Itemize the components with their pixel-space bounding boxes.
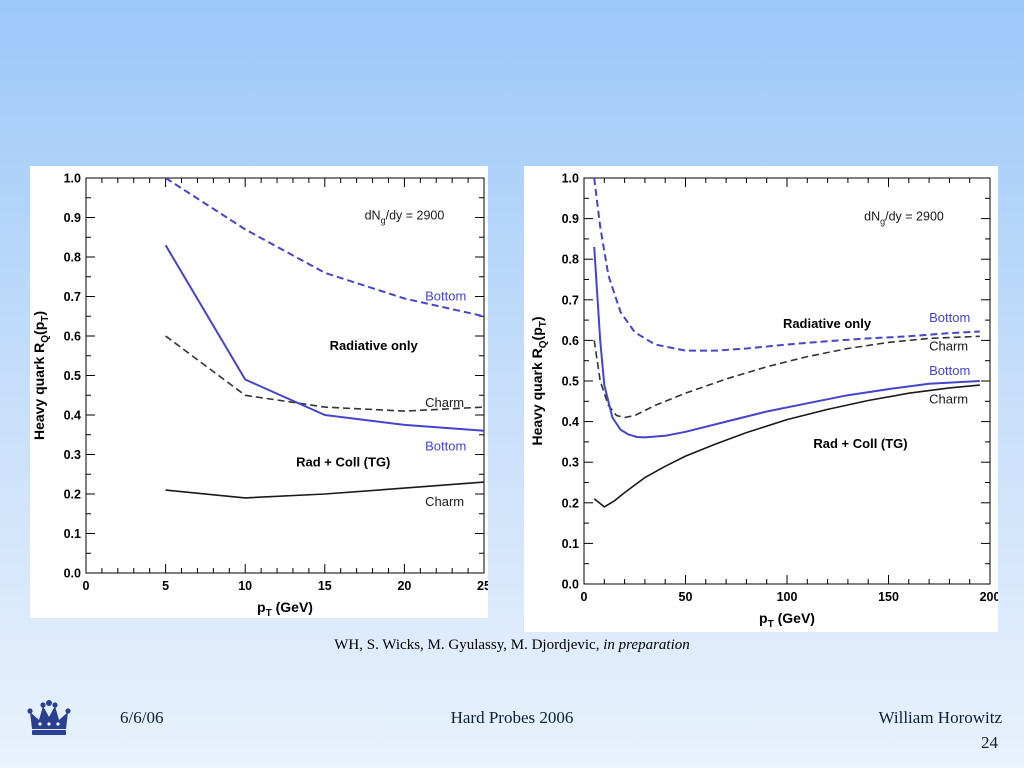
annotation-2: Bottom xyxy=(929,310,970,325)
annotation-6: Rad + Coll (TG) xyxy=(813,436,907,451)
series-charm-radiative-line xyxy=(593,335,980,419)
x-tick-label: 20 xyxy=(397,579,411,593)
annotation-3: Charm xyxy=(929,339,968,354)
x-tick-label: 150 xyxy=(878,590,899,604)
citation: WH, S. Wicks, M. Gyulassy, M. Djordjevic… xyxy=(0,637,1024,654)
y-tick-label: 0.4 xyxy=(562,415,579,429)
x-tick-label: 10 xyxy=(238,579,252,593)
annotation-0: dNg/dy = 2900 xyxy=(365,208,445,225)
x-tick-label: 0 xyxy=(581,590,588,604)
y-tick-label: 0.4 xyxy=(64,409,81,423)
citation-authors: WH, S. Wicks, M. Gyulassy, M. Djordjevic… xyxy=(334,637,604,653)
y-tick-label: 0.6 xyxy=(562,334,579,348)
citation-status: in preparation xyxy=(603,637,690,653)
series-charm-rad-coll-line xyxy=(593,384,980,508)
y-tick-label: 0.1 xyxy=(64,527,81,541)
x-axis-label: pT (GeV) xyxy=(759,610,815,630)
annotation-5: Rad + Coll (TG) xyxy=(296,454,390,469)
chart-left: 0 5 10 15 20 25 0.0 0.1 0.2 0.3 0.4 0.5 0.6 0.7 0.8 0.9… xyxy=(30,166,488,618)
y-tick-label: 0.2 xyxy=(64,488,81,502)
y-tick-label: 0.3 xyxy=(64,448,81,462)
y-tick-label: 0.8 xyxy=(562,253,579,267)
series-bottom-radiative-line xyxy=(593,178,980,352)
y-tick-label: 0.9 xyxy=(562,212,579,226)
footer-conference: Hard Probes 2006 xyxy=(450,708,574,727)
y-tick-label: 0.0 xyxy=(562,578,579,592)
annotation-6: Charm xyxy=(425,494,464,509)
annotation-0: dNg/dy = 2900 xyxy=(864,210,944,227)
annotation-1: Radiative only xyxy=(783,316,872,331)
x-axis-label: pT (GeV) xyxy=(257,599,313,618)
annotation-4: Bottom xyxy=(929,363,970,378)
series-charm-radiative-line xyxy=(165,335,484,412)
y-tick-label: 0.5 xyxy=(562,375,579,389)
y-tick-label: 0.5 xyxy=(64,369,81,383)
footer-author: William Horowitz xyxy=(878,708,1002,727)
y-tick-label: 0.0 xyxy=(64,567,81,581)
page-number: 24 xyxy=(981,733,998,752)
y-tick-label: 1.0 xyxy=(562,172,579,186)
x-tick-label: 25 xyxy=(477,579,488,593)
chart-right-svg: 0 50 100 150 200 0.0 0.1 0.2 0.3 0.4 0.5 0.6 0.7 0.8 0… xyxy=(529,172,998,631)
x-tick-label: 200 xyxy=(980,590,998,604)
footer-date: 6/6/06 xyxy=(120,708,164,727)
series-bottom-rad-coll-line xyxy=(164,244,484,432)
y-axis-label: Heavy quark RQ(pT) xyxy=(31,311,51,440)
x-tick-label: 15 xyxy=(318,579,332,593)
y-tick-label: 0.3 xyxy=(562,456,579,470)
y-axis-label: Heavy quark RQ(pT) xyxy=(529,316,549,445)
x-tick-label: 50 xyxy=(679,590,693,604)
x-tick-label: 100 xyxy=(777,590,798,604)
crown-icon xyxy=(27,700,71,735)
x-tick-label: 5 xyxy=(162,579,169,593)
x-tick-label: 0 xyxy=(83,579,90,593)
plot-frame xyxy=(583,177,991,585)
series-charm-rad-coll-line xyxy=(165,481,484,499)
y-tick-label: 0.6 xyxy=(64,330,81,344)
annotation-2: Radiative only xyxy=(330,338,419,353)
series-bottom-rad-coll-line xyxy=(593,246,980,439)
y-tick-label: 0.8 xyxy=(64,251,81,265)
annotation-5: Charm xyxy=(929,391,968,406)
y-tick-label: 0.2 xyxy=(562,496,579,510)
y-tick-label: 0.7 xyxy=(562,293,579,307)
annotation-3: Charm xyxy=(425,395,464,410)
annotation-1: Bottom xyxy=(425,288,466,303)
y-tick-label: 0.9 xyxy=(64,211,81,225)
chart-left-svg: 0 5 10 15 20 25 0.0 0.1 0.2 0.3 0.4 0.5 0.6 0.7 0.8 0.9… xyxy=(31,172,488,619)
y-tick-label: 0.1 xyxy=(562,537,579,551)
chart-right: 0 50 100 150 200 0.0 0.1 0.2 0.3 0.4 0.5 0.6 0.7 0.8 0… xyxy=(524,166,998,632)
annotation-4: Bottom xyxy=(425,439,466,454)
y-tick-label: 0.7 xyxy=(64,290,81,304)
y-tick-label: 1.0 xyxy=(64,172,81,186)
plot-frame xyxy=(85,177,485,574)
